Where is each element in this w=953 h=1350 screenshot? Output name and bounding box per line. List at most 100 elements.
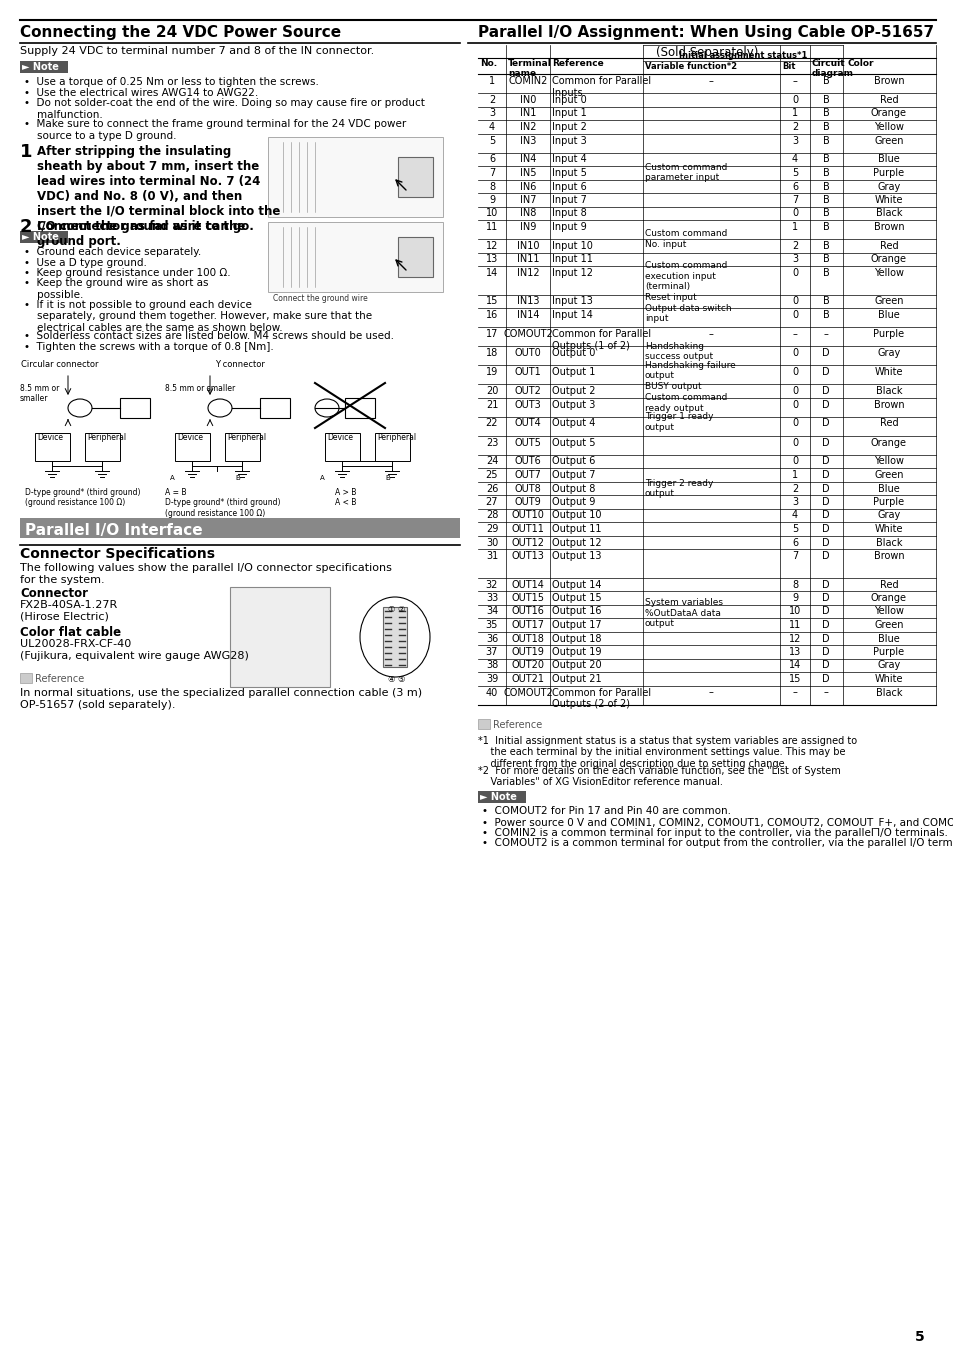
Text: •  COMIN2 is a common terminal for input to the controller, via the parallel I/O: • COMIN2 is a common terminal for input …: [481, 828, 947, 837]
Text: ②: ②: [396, 605, 404, 614]
Text: Yellow: Yellow: [873, 606, 903, 617]
Text: •  Tighten the screws with a torque of 0.8 [Nm].: • Tighten the screws with a torque of 0.…: [24, 342, 274, 351]
Text: Color: Color: [847, 59, 874, 68]
Text: D-type ground* (third ground)
(ground resistance 100 Ω): D-type ground* (third ground) (ground re…: [25, 487, 140, 508]
Text: Reference: Reference: [493, 720, 541, 729]
Text: 11: 11: [788, 620, 801, 630]
Text: 2: 2: [488, 95, 495, 105]
Text: 8: 8: [489, 181, 495, 192]
Text: Terminal
name: Terminal name: [507, 59, 551, 78]
Text: 2: 2: [791, 242, 798, 251]
Text: 7: 7: [488, 167, 495, 178]
Text: OUT13: OUT13: [511, 551, 544, 562]
Text: OUT6: OUT6: [514, 456, 540, 467]
Text: B: B: [821, 310, 828, 320]
Text: D: D: [821, 579, 829, 590]
Text: Purple: Purple: [873, 167, 903, 178]
Text: Input 14: Input 14: [552, 310, 592, 320]
Text: 7: 7: [791, 194, 798, 205]
Text: ④: ④: [387, 675, 395, 684]
Text: –: –: [792, 329, 797, 339]
Text: A: A: [319, 475, 324, 481]
Text: 1: 1: [489, 76, 495, 86]
Text: Orange: Orange: [870, 593, 906, 603]
Text: 2: 2: [20, 217, 32, 236]
Text: 8.5 mm or smaller: 8.5 mm or smaller: [165, 383, 235, 393]
Text: 0: 0: [791, 269, 798, 278]
Bar: [35, 433, 70, 460]
Text: Green: Green: [873, 297, 902, 306]
Text: B: B: [821, 242, 828, 251]
Text: COMOUT2: COMOUT2: [502, 329, 553, 339]
Text: Gray: Gray: [877, 181, 900, 192]
Text: 1: 1: [20, 143, 32, 161]
Text: 13: 13: [485, 255, 497, 265]
Text: –: –: [708, 76, 713, 86]
Text: Output 14: Output 14: [552, 579, 601, 590]
Text: Connect the ground wire to the
ground port.: Connect the ground wire to the ground po…: [37, 220, 245, 248]
Text: ► Note: ► Note: [479, 791, 517, 802]
Text: 0: 0: [791, 437, 798, 447]
Text: Black: Black: [875, 208, 902, 219]
Text: 33: 33: [485, 593, 497, 603]
Text: 39: 39: [485, 674, 497, 684]
Text: OUT2: OUT2: [514, 386, 541, 396]
Text: Input 4: Input 4: [552, 154, 586, 165]
Text: OUT19: OUT19: [511, 647, 544, 657]
Text: Gray: Gray: [877, 510, 900, 521]
Text: •  Solderless contact sizes are listed below. M4 screws should be used.: • Solderless contact sizes are listed be…: [24, 331, 394, 342]
Text: –: –: [708, 329, 713, 339]
Bar: [85, 433, 120, 460]
Text: 13: 13: [788, 647, 801, 657]
Text: Output 19: Output 19: [552, 647, 601, 657]
Text: 0: 0: [791, 386, 798, 396]
Text: The following values show the parallel I/O connector specifications
for the syst: The following values show the parallel I…: [20, 563, 392, 585]
Text: OUT20: OUT20: [511, 660, 544, 671]
Text: 32: 32: [485, 579, 497, 590]
Text: Output 17: Output 17: [552, 620, 601, 630]
Text: Reference: Reference: [552, 59, 603, 68]
Text: Output 2: Output 2: [552, 386, 595, 396]
Text: Brown: Brown: [873, 551, 903, 562]
Text: 18: 18: [485, 348, 497, 358]
Text: Output 6: Output 6: [552, 456, 595, 467]
Text: Output 5: Output 5: [552, 437, 595, 447]
Text: Connector: Connector: [20, 587, 88, 599]
Text: 29: 29: [485, 524, 497, 535]
Text: White: White: [874, 524, 902, 535]
Text: –: –: [792, 687, 797, 698]
Text: Device: Device: [177, 433, 203, 441]
Text: IN9: IN9: [519, 221, 536, 232]
Text: ①: ①: [387, 605, 395, 614]
Text: D: D: [821, 620, 829, 630]
Text: 3: 3: [791, 497, 798, 508]
Text: Custom command
No. input: Custom command No. input: [644, 230, 726, 248]
Text: B: B: [821, 221, 828, 232]
Text: Blue: Blue: [877, 154, 899, 165]
Text: Device: Device: [327, 433, 353, 441]
Text: White: White: [874, 367, 902, 377]
Text: 12: 12: [485, 242, 497, 251]
Text: 21: 21: [485, 400, 497, 409]
Text: Input 10: Input 10: [552, 242, 592, 251]
Text: D: D: [821, 386, 829, 396]
Text: IN3: IN3: [519, 135, 536, 146]
Text: Input 11: Input 11: [552, 255, 592, 265]
Text: 12: 12: [788, 633, 801, 644]
Text: 0: 0: [791, 297, 798, 306]
Text: B: B: [821, 181, 828, 192]
Text: Output 15: Output 15: [552, 593, 601, 603]
Bar: [375, 433, 410, 460]
Text: 4: 4: [489, 122, 495, 132]
Text: 31: 31: [485, 551, 497, 562]
Text: *2  For more details on the each variable function, see the "List of System
    : *2 For more details on the each variable…: [477, 765, 840, 787]
Text: 25: 25: [485, 470, 497, 481]
Text: Connect the ground wire: Connect the ground wire: [273, 294, 367, 302]
Text: Black: Black: [875, 386, 902, 396]
Text: Purple: Purple: [873, 647, 903, 657]
Text: Output 20: Output 20: [552, 660, 601, 671]
Text: Common for Parallel
Inputs: Common for Parallel Inputs: [552, 76, 651, 97]
Text: IN1: IN1: [519, 108, 536, 119]
Text: OUT1: OUT1: [514, 367, 540, 377]
Text: 26: 26: [485, 483, 497, 494]
